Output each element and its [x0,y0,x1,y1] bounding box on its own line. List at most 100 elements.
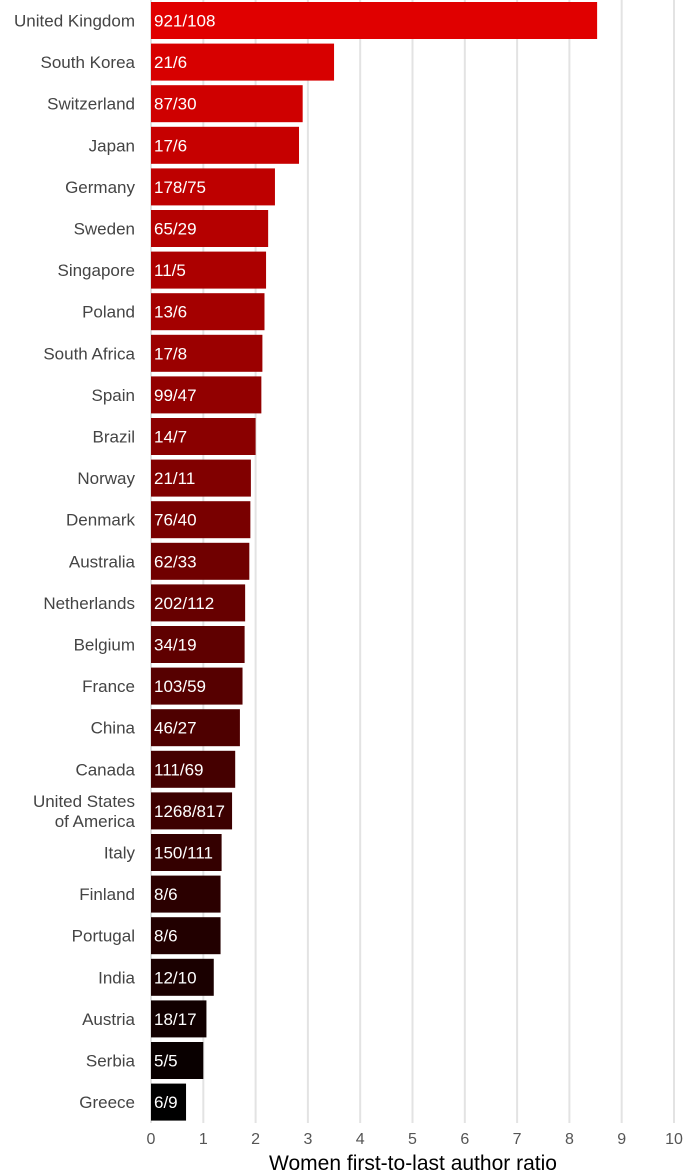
bar-data-label-2: 87/30 [154,95,197,114]
x-tick-label-9: 9 [617,1131,626,1148]
x-axis-ticks: 0 1 2 3 4 5 6 7 8 9 10 [147,1131,683,1148]
bar-7 [151,293,265,331]
category-label-8: South Africa [43,344,135,363]
x-tick-label-1: 1 [199,1131,208,1148]
bar-3 [151,126,300,164]
bars: 921/108 21/6 87/30 17/6 178/75 65/29 11/5 13/6 1… [151,2,598,1121]
bar-data-label-12: 76/40 [154,511,197,530]
x-tick-label-3: 3 [303,1131,312,1148]
category-label-7: Poland [82,303,135,322]
x-tick-label-2: 2 [251,1131,260,1148]
bar-data-label-14: 202/112 [154,594,214,613]
bar-data-label-4: 178/75 [154,178,206,197]
category-label-18: Canada [75,760,135,779]
category-label-3: Japan [89,136,135,155]
bar-data-label-17: 46/27 [154,719,197,738]
bar-data-label-6: 11/5 [154,261,186,280]
bar-data-label-5: 65/29 [154,220,197,239]
category-label-line: of America [55,812,136,831]
category-label-17: China [91,719,136,738]
x-tick-label-8: 8 [565,1131,574,1148]
x-axis-title: Women first-to-last author ratio [269,1152,557,1175]
bar-4 [151,168,275,206]
category-label-1: South Korea [40,53,135,72]
bar-2 [151,85,303,123]
bar-data-label-0: 921/108 [154,12,215,31]
bar-19 [151,792,233,830]
bar-8 [151,334,263,372]
bar-14 [151,584,246,622]
bar-21 [151,875,221,913]
bar-data-label-26: 6/9 [154,1093,178,1112]
category-label-13: Australia [69,552,136,571]
bar-data-label-13: 62/33 [154,552,197,571]
category-label-11: Norway [77,469,135,488]
category-label-9: Spain [92,386,135,405]
bar-16 [151,667,243,705]
category-label-16: France [82,677,135,696]
category-label-21: Finland [79,885,135,904]
bar-0 [151,2,598,39]
category-label-26: Greece [79,1093,135,1112]
category-label-24: Austria [82,1010,135,1029]
bar-23 [151,958,214,996]
bar-1 [151,43,335,81]
category-label-25: Serbia [86,1052,136,1071]
bar-13 [151,542,250,580]
category-label-19: United States of America [33,792,136,831]
category-label-23: India [98,968,135,987]
category-label-15: Belgium [74,636,135,655]
category-label-22: Portugal [72,927,135,946]
bar-data-label-16: 103/59 [154,677,206,696]
bar-data-label-1: 21/6 [154,53,187,72]
bar-data-label-7: 13/6 [154,303,187,322]
bar-12 [151,501,251,539]
category-label-6: Singapore [57,261,135,280]
x-tick-label-0: 0 [147,1131,156,1148]
x-tick-label-6: 6 [460,1131,469,1148]
bar-26 [151,1083,187,1121]
category-labels: United Kingdom South Korea Switzerland Japa… [14,12,136,1113]
category-label-4: Germany [65,178,135,197]
bar-25 [151,1042,204,1079]
bar-data-label-22: 8/6 [154,927,178,946]
x-tick-label-4: 4 [356,1131,365,1148]
x-tick-label-5: 5 [408,1131,417,1148]
bar-data-label-24: 18/17 [154,1010,197,1029]
bar-17 [151,709,240,747]
category-label-12: Denmark [66,511,135,530]
bar-24 [151,1000,207,1038]
bar-data-label-19: 1268/817 [154,802,225,821]
bar-data-label-3: 17/6 [154,136,187,155]
bar-data-label-11: 21/11 [154,469,195,488]
bar-data-label-25: 5/5 [154,1052,178,1071]
category-label-5: Sweden [74,220,135,239]
bar-10 [151,418,256,455]
category-label-14: Netherlands [43,594,135,613]
bar-data-label-18: 111/69 [154,760,203,779]
category-label-2: Switzerland [47,95,135,114]
bar-20 [151,834,222,871]
bar-15 [151,626,245,663]
bar-data-label-9: 99/47 [154,386,197,405]
bar-data-label-21: 8/6 [154,885,178,904]
bar-11 [151,459,251,497]
bar-data-label-8: 17/8 [154,344,187,363]
bar-data-label-15: 34/19 [154,636,197,655]
x-tick-label-7: 7 [513,1131,522,1148]
category-label-0: United Kingdom [14,12,135,31]
bar-5 [151,210,269,247]
bar-9 [151,376,262,414]
category-label-line: United States [33,792,135,811]
bar-22 [151,917,221,955]
category-label-20: Italy [104,844,136,863]
bar-data-label-10: 14/7 [154,428,187,447]
bar-data-label-20: 150/111 [154,844,213,863]
x-tick-label-10: 10 [665,1131,683,1148]
bar-18 [151,750,236,788]
category-label-10: Brazil [92,428,135,447]
bar-data-label-23: 12/10 [154,968,197,987]
bar-6 [151,251,267,289]
